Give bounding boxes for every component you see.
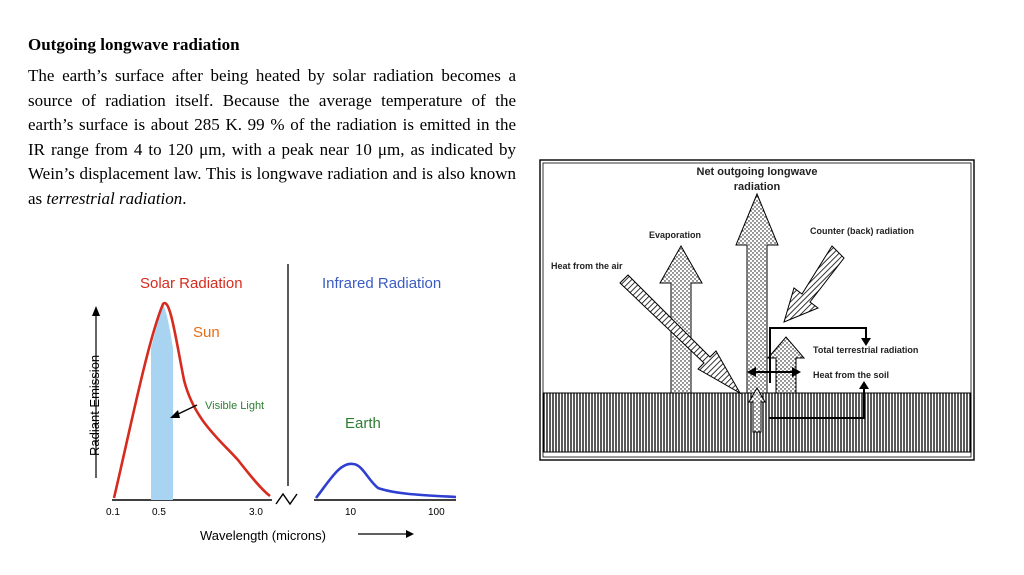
paragraph-main: The earth’s surface after being heated b… <box>28 66 516 208</box>
paragraph-end: . <box>182 188 187 208</box>
evaporation-label: Evaporation <box>649 230 701 240</box>
infrared-title: Infrared Radiation <box>322 275 441 292</box>
solar-title: Solar Radiation <box>140 275 243 292</box>
total-terrestrial-arrowhead <box>861 338 871 346</box>
earth-curve <box>314 462 457 499</box>
heat-from-soil-line <box>769 386 865 419</box>
tick-label-solar-2: 3.0 <box>249 507 263 518</box>
sun-label: Sun <box>193 324 220 341</box>
net-outgoing-label-line2: radiation <box>734 181 781 193</box>
diagram-inner-frame <box>542 162 972 458</box>
counter-radiation-label: Counter (back) radiation <box>810 226 914 236</box>
solar-curve <box>112 301 271 499</box>
counter-radiation-arrow <box>783 245 845 323</box>
total-terrestrial-arrow <box>766 336 806 394</box>
axis-break-mark <box>275 492 298 506</box>
paragraph-emphasis: terrestrial radiation <box>46 188 183 208</box>
earth-label: Earth <box>345 415 381 432</box>
visible-light-label: Visible Light <box>205 400 264 412</box>
total-terrestrial-label: Total terrestrial radiation <box>813 345 918 355</box>
heat-from-air-arrow <box>619 274 742 395</box>
heat-from-soil-label: Heat from the soil <box>813 370 889 380</box>
heat-exchange-right-arrowhead <box>792 367 801 377</box>
heat-from-soil-arrowhead <box>859 381 869 389</box>
tick-label-solar-0: 0.1 <box>106 507 120 518</box>
x-axis-arrowhead <box>406 530 414 538</box>
tick-label-solar-1: 0.5 <box>152 507 166 518</box>
visible-light-arrowhead <box>170 410 180 418</box>
soil-heat-arrow <box>748 386 766 433</box>
net-outgoing-arrow <box>735 192 779 394</box>
y-axis-arrowhead <box>92 306 100 316</box>
total-terrestrial-line <box>769 327 867 383</box>
tick-label-ir-0: 10 <box>345 507 357 518</box>
net-outgoing-label-line1: Net outgoing longwave <box>697 166 818 178</box>
visible-light-band <box>151 304 173 500</box>
heat-from-air-label: Heat from the air <box>551 261 623 271</box>
heat-exchange-left-arrowhead <box>747 367 756 377</box>
y-axis-label: Radiant Emission <box>87 355 102 456</box>
section-heading: Outgoing longwave radiation <box>28 35 240 54</box>
tick-label-ir-1: 100 <box>428 507 445 518</box>
x-axis-label: Wavelength (microns) <box>200 528 326 543</box>
evaporation-arrow <box>659 244 703 394</box>
body-paragraph: The earth’s surface after being heated b… <box>28 64 516 212</box>
